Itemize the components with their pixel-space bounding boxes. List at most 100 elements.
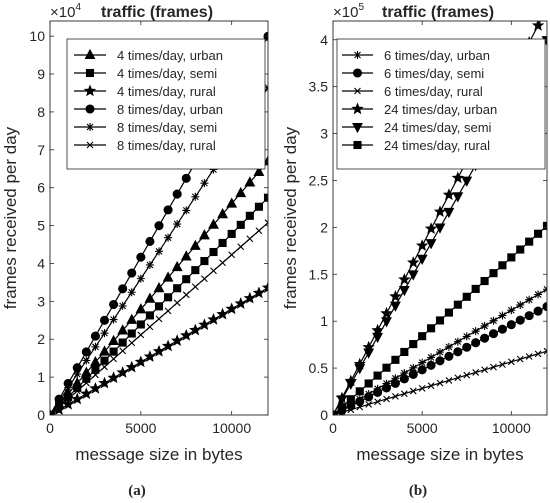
data-point-6-23: [525, 237, 534, 246]
data-point-2-11: [136, 320, 145, 329]
data-point-6-18: [480, 276, 489, 286]
data-point-3-6: [89, 382, 102, 394]
chart-title: traffic (frames): [382, 4, 494, 21]
data-point-4-11: [136, 252, 146, 262]
data-point-4-10: [127, 268, 137, 278]
data-point-5-4: [354, 364, 366, 375]
data-point-1-19: [208, 218, 219, 229]
data-point-2-25: [542, 302, 547, 312]
data-point-1-12: [144, 292, 156, 303]
data-point-4-6: [90, 331, 100, 341]
data-point-2-11: [417, 365, 427, 375]
data-point-2-22: [515, 315, 525, 325]
data-point-2-19: [488, 329, 499, 339]
data-point-3-5: [365, 400, 373, 408]
data-point-2-9: [399, 374, 409, 384]
data-point-6-16: [182, 291, 190, 299]
data-point-3-4: [356, 403, 364, 411]
data-point-2-21: [227, 229, 236, 238]
data-point-6-5: [82, 379, 90, 387]
data-point-3-23: [243, 291, 256, 304]
data-point-3-14: [161, 339, 175, 352]
data-point-6-22: [237, 243, 245, 251]
axes-box: [332, 20, 548, 416]
data-point-1-15: [453, 337, 462, 346]
data-point-2-10: [408, 369, 418, 379]
data-point-3-16: [463, 371, 471, 379]
data-point-6-8: [391, 355, 400, 364]
data-point-2-19: [209, 247, 218, 257]
data-point-1-20: [217, 207, 228, 219]
data-point-3-10: [409, 387, 417, 395]
data-point-5-9: [398, 285, 410, 297]
data-point-2-17: [191, 266, 200, 275]
data-point-2-12: [145, 311, 154, 320]
data-point-6-8: [110, 355, 117, 363]
legend-label-3: 6 times/day, rural: [384, 84, 483, 99]
legend-label-2: 6 times/day, semi: [384, 66, 484, 81]
data-point-4-15: [172, 189, 182, 199]
data-point-1-22: [235, 186, 247, 198]
legend-marker-6: [353, 140, 362, 150]
y-tick-label: 9: [37, 66, 45, 82]
data-point-6-20: [219, 259, 226, 267]
data-point-3-17: [472, 369, 480, 376]
y-tick-label: 10: [29, 28, 45, 44]
data-point-2-17: [471, 338, 481, 348]
data-point-6-9: [119, 347, 127, 355]
data-point-3-12: [143, 350, 157, 362]
data-point-2-6: [373, 387, 383, 397]
data-point-1-9: [117, 324, 129, 335]
data-point-3-6: [374, 398, 381, 406]
data-point-6-3: [64, 395, 72, 403]
x-axis-label: message size in bytes: [75, 445, 242, 464]
data-point-3-8: [107, 371, 120, 384]
data-point-6-2: [55, 403, 63, 411]
data-point-2-5: [364, 392, 374, 402]
legend-label-2: 4 times/day, semi: [117, 66, 217, 81]
data-point-6-1: [333, 410, 338, 415]
data-point-5-11: [136, 274, 145, 283]
data-point-6-11: [137, 331, 145, 339]
data-point-2-9: [118, 338, 127, 347]
data-point-1-10: [126, 313, 138, 324]
data-point-2-10: [127, 329, 136, 338]
x-tick-label: 10000: [492, 420, 531, 436]
y-tick-label: 7: [37, 142, 45, 158]
data-point-2-21: [506, 320, 516, 330]
y-exponent-base: ×10: [50, 4, 75, 21]
data-point-2-13: [154, 302, 164, 311]
y-tick-label: 5: [37, 218, 45, 234]
data-point-6-20: [498, 261, 507, 270]
data-point-6-13: [435, 316, 445, 325]
data-point-5-11: [416, 254, 428, 265]
data-point-1-23: [244, 176, 256, 187]
data-point-4-14: [442, 188, 456, 201]
data-point-3-12: [427, 382, 435, 390]
data-point-1-13: [436, 348, 444, 357]
data-point-6-7: [101, 363, 108, 371]
data-point-6-14: [164, 307, 172, 315]
data-point-3-2: [52, 403, 66, 415]
data-point-4-12: [424, 222, 438, 234]
data-point-1-16: [462, 332, 471, 341]
data-point-6-1: [50, 411, 54, 415]
y-tick-label: 1: [320, 313, 328, 329]
data-point-3-25: [261, 281, 268, 293]
data-point-1-24: [253, 165, 265, 176]
data-point-1-14: [444, 342, 453, 351]
data-point-2-7: [381, 383, 392, 393]
data-point-6-12: [427, 324, 436, 333]
y-tick-label: 1.5: [309, 266, 329, 282]
data-point-1-25: [543, 285, 547, 294]
data-point-5-16: [461, 176, 473, 187]
data-point-6-15: [173, 299, 181, 307]
data-point-2-15: [453, 347, 463, 357]
y-tick-label: 1: [37, 369, 45, 385]
data-point-2-24: [254, 202, 263, 211]
data-point-2-16: [462, 342, 472, 352]
data-point-6-12: [146, 323, 154, 331]
data-point-5-18: [200, 179, 209, 188]
data-point-3-20: [216, 307, 229, 320]
data-point-3-16: [180, 328, 193, 341]
